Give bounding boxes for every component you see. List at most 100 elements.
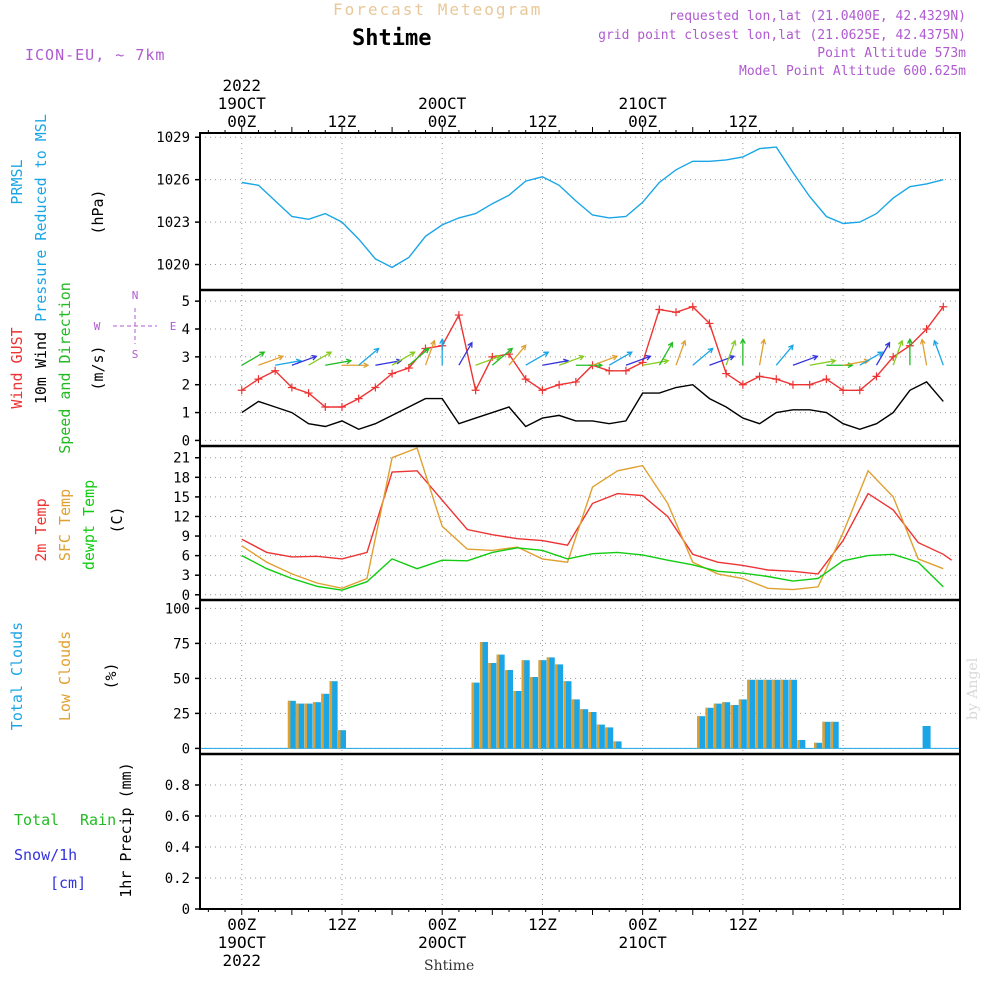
low-clouds-bar — [337, 730, 341, 749]
total-clouds-bar — [521, 660, 530, 749]
gust-marker — [705, 319, 714, 328]
temp-sfc-label: SFC Temp — [56, 489, 74, 561]
wind-direction-arrow — [325, 360, 351, 366]
precip-legend-total: Total — [14, 811, 59, 829]
total-clouds-bar — [337, 730, 346, 749]
wind-direction-arrowhead — [494, 354, 502, 361]
temp-dewpt-label: dewpt Temp — [80, 480, 98, 570]
wind-direction-arrow — [921, 339, 928, 366]
wind-direction-arrowhead — [897, 339, 904, 346]
wind-direction-arrowhead — [906, 337, 913, 344]
gust-marker — [805, 380, 814, 389]
top-time-label: 00Z — [628, 112, 657, 131]
low-clouds-bar — [513, 691, 516, 749]
clouds-unit: (%) — [102, 662, 120, 689]
wind-y-tick-label: 5 — [182, 294, 190, 310]
bottom-time-label: 00Z — [628, 915, 657, 934]
total-clouds-bar — [296, 703, 305, 749]
requested-coords: requested lon,lat (21.0400E, 42.4329N) — [668, 9, 966, 24]
total-clouds-bar — [613, 741, 622, 749]
model-label: ICON-EU, ~ 7km — [25, 46, 166, 64]
total-clouds-bar — [546, 657, 555, 749]
wind-direction-arrowhead — [543, 351, 550, 357]
wind-direction-arrowhead — [707, 347, 714, 354]
model-altitude: Model Point Altitude 600.625m — [739, 64, 966, 79]
wind-direction-arrowhead — [626, 351, 633, 357]
wind-direction-arrow — [608, 351, 633, 366]
total-clouds-bar — [738, 699, 747, 749]
low-clouds-bar — [713, 703, 717, 749]
gust-marker — [755, 372, 764, 381]
wind-series-wind-gust — [241, 305, 944, 408]
total-clouds-bar — [580, 709, 589, 749]
top-time-label: 12Z — [528, 112, 557, 131]
low-clouds-bar — [605, 727, 608, 749]
wind-direction-arrow — [792, 355, 818, 366]
wind-direction-arrow — [692, 348, 714, 366]
wind-y-tick-label: 2 — [182, 378, 190, 394]
pressure-label-msl: Pressure Reduced to MSL — [32, 114, 50, 322]
wind-series-10m-wind — [241, 381, 944, 431]
temperature-series-dewpt-temp — [241, 547, 944, 591]
temperature-y-tick-label: 12 — [173, 509, 190, 525]
clouds-low-label: Low Clouds — [56, 631, 74, 721]
temp-2m-label: 2m Temp — [32, 498, 50, 561]
gust-marker — [839, 386, 848, 395]
low-clouds-bar — [321, 693, 324, 749]
temperature-y-tick-label: 0 — [182, 588, 190, 604]
wind-direction-arrow — [933, 340, 944, 366]
low-clouds-bar — [755, 679, 759, 749]
low-clouds-bar — [780, 679, 784, 749]
gust-marker — [655, 305, 664, 314]
wind-direction-label: Speed and Direction — [56, 282, 74, 454]
wind-direction-arrow — [558, 355, 584, 366]
clouds-y-tick-label: 50 — [173, 671, 190, 687]
wind-direction-arrowhead — [326, 351, 333, 357]
total-clouds-bar — [304, 703, 313, 749]
gust-marker — [555, 380, 564, 389]
low-clouds-bar — [304, 703, 308, 749]
total-clouds-bar — [922, 726, 931, 749]
wind-direction-arrow — [241, 351, 265, 366]
total-clouds-bar — [830, 721, 839, 749]
gust-marker — [772, 375, 781, 384]
total-clouds-bar — [772, 679, 781, 749]
low-clouds-bar — [580, 709, 583, 749]
precip-axis-label: 1hr Precip (mm) — [117, 762, 135, 897]
total-clouds-bar — [780, 679, 789, 749]
precip-y-tick-label: 0.4 — [165, 840, 190, 856]
top-time-label: 12Z — [328, 112, 357, 131]
total-clouds-bar — [713, 703, 722, 749]
gust-marker — [404, 364, 413, 372]
pressure-frame — [199, 132, 961, 291]
product-title: Forecast Meteogram — [333, 0, 543, 19]
total-clouds-bar — [287, 700, 296, 749]
temperature-y-tick-label: 18 — [173, 470, 190, 486]
top-time-label: 12Z — [728, 112, 757, 131]
wind-direction-arrowhead — [520, 344, 527, 351]
low-clouds-bar — [555, 664, 558, 749]
wind-direction-arrowhead — [877, 351, 884, 357]
gust-marker — [371, 383, 380, 392]
total-clouds-bar — [312, 702, 321, 749]
clouds-y-tick-label: 75 — [173, 636, 190, 652]
bottom-time-label: 2022 — [222, 951, 261, 970]
wind-direction-arrowhead — [730, 339, 737, 346]
wind-direction-arrowhead — [423, 347, 430, 354]
pressure-y-tick-label: 1026 — [156, 173, 190, 189]
gust-marker — [388, 369, 397, 378]
wind-direction-arrowhead — [728, 354, 736, 361]
gust-marker — [287, 383, 296, 392]
wind-direction-arrow — [809, 360, 836, 366]
wind-y-tick-label: 4 — [182, 322, 190, 338]
gust-marker — [321, 403, 330, 411]
wind-direction-arrow — [508, 344, 527, 366]
low-clouds-bar — [296, 703, 299, 749]
wind-direction-arrow — [542, 360, 569, 366]
wind-direction-arrowhead — [363, 362, 370, 369]
low-clouds-bar — [797, 740, 800, 749]
wind-direction-arrowhead — [760, 338, 767, 345]
precip-panel — [195, 753, 961, 910]
gust-marker — [254, 375, 263, 384]
total-clouds-bar — [471, 682, 480, 749]
